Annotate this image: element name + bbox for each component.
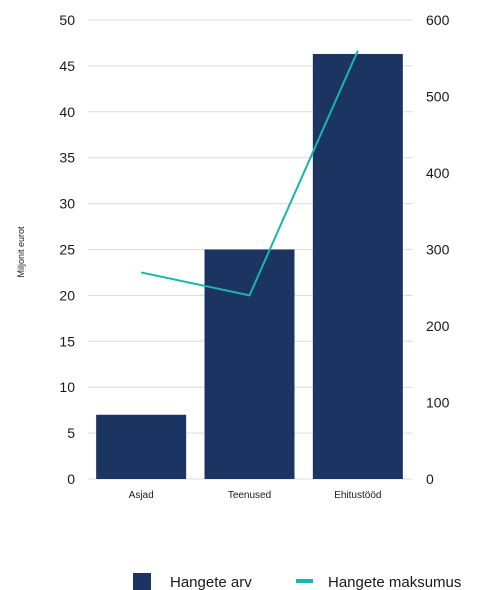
y-axis-label: Miljonit eurot: [16, 226, 26, 278]
right-tick-label: 400: [426, 165, 450, 181]
left-tick-label: 40: [59, 104, 75, 120]
left-tick-label: 0: [67, 471, 75, 487]
right-tick-label: 600: [426, 12, 450, 28]
left-tick-label: 25: [59, 242, 75, 258]
left-tick-label: 30: [59, 196, 75, 212]
right-tick-label: 100: [426, 395, 450, 411]
category-label: Teenused: [228, 490, 271, 501]
right-tick-label: 200: [426, 318, 450, 334]
category-labels: Asjad Teenused Ehitustööd: [129, 490, 382, 501]
legend-swatch-bar: [133, 573, 151, 590]
left-tick-label: 15: [59, 333, 75, 349]
legend-swatch-line: [296, 579, 313, 583]
bar: [312, 53, 403, 479]
left-tick-label: 5: [67, 425, 75, 441]
bar: [96, 414, 187, 479]
series-line: [140, 50, 359, 297]
bars: [96, 53, 403, 479]
left-tick-label: 50: [59, 12, 75, 28]
right-tick-label: 0: [426, 471, 434, 487]
category-label: Ehitustööd: [334, 490, 381, 501]
category-label: Asjad: [129, 490, 154, 501]
line-series: [140, 50, 359, 297]
left-tick-label: 10: [59, 379, 75, 395]
left-tick-label: 35: [59, 150, 75, 166]
left-tick-label: 20: [59, 287, 75, 303]
right-tick-label: 500: [426, 89, 450, 105]
right-axis-ticks: 0 100 200 300 400 500 600: [426, 12, 450, 487]
legend-label: Hangete maksumus: [328, 574, 461, 590]
legend: Hangete arv Hangete maksumus: [133, 573, 461, 590]
legend-label: Hangete arv: [170, 574, 252, 590]
left-tick-label: 45: [59, 58, 75, 74]
left-axis-ticks: 0 5 10 15 20 25 30 35 40 45 50: [59, 12, 75, 487]
right-tick-label: 300: [426, 242, 450, 258]
bar: [204, 249, 295, 479]
